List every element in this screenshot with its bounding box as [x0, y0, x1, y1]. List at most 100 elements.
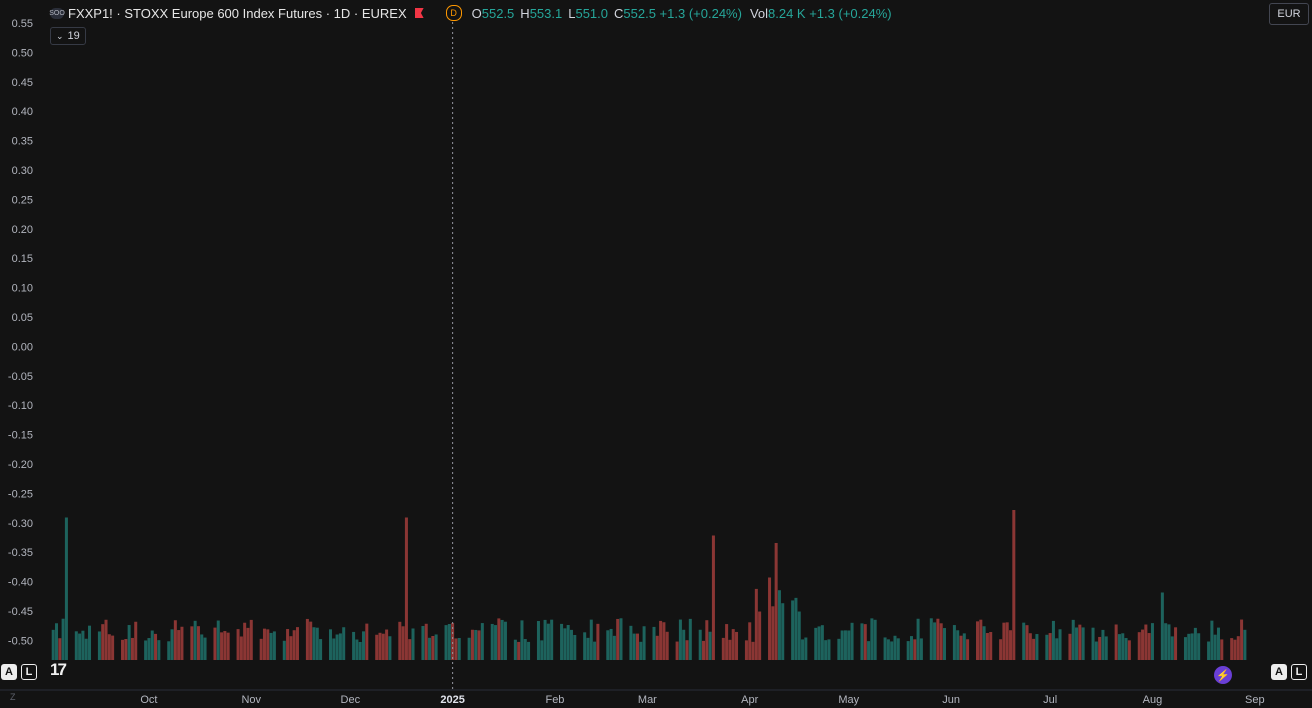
volume-bar: [259, 638, 263, 660]
volume-bar: [55, 623, 59, 660]
volume-bar: [1190, 633, 1194, 660]
time-tick-label: Dec: [341, 694, 361, 706]
volume-bar: [1002, 622, 1006, 660]
volume-bar: [97, 631, 101, 660]
volume-bar: [754, 588, 758, 660]
volume-bar: [1114, 624, 1118, 660]
volume-bar: [801, 639, 805, 660]
volume-bar: [1233, 639, 1237, 660]
time-axis[interactable]: Oct Nov Dec 2025 Feb Mar Apr May Jun Jul Aug Sep: [0, 689, 1312, 706]
volume-bar: [758, 611, 762, 660]
volume-bar: [328, 629, 332, 660]
volume-bar: [662, 622, 666, 660]
volume-bar: [731, 629, 735, 660]
volume-bar: [702, 640, 706, 660]
lightning-icon[interactable]: ⚡: [1214, 666, 1232, 684]
volume-bar: [774, 543, 778, 660]
volume-bar: [150, 630, 154, 660]
volume-bar: [890, 641, 894, 660]
volume-bar: [121, 639, 125, 660]
volume-bar: [111, 635, 115, 660]
volume-bar: [457, 637, 461, 660]
volume-bar: [467, 637, 471, 660]
volume-bar: [154, 633, 158, 660]
auto-scale-right-button[interactable]: A: [1271, 664, 1287, 680]
interval-badge[interactable]: D: [445, 5, 462, 21]
ohlc-close: C552.5 +1.3 (+0.24%): [614, 5, 742, 21]
volume-bar: [342, 627, 346, 660]
volume-bar: [536, 621, 540, 660]
volume-bar: [134, 621, 138, 660]
volume-bar: [913, 639, 917, 660]
volume-bar: [388, 636, 392, 660]
volume-bar: [494, 625, 498, 660]
volume-bar: [959, 635, 963, 660]
time-tick-label: Apr: [741, 694, 758, 706]
volume-bar: [751, 641, 755, 660]
volume-bar: [444, 625, 448, 660]
volume-bar: [480, 623, 484, 660]
volume-bar: [1071, 619, 1075, 660]
volume-bar: [352, 631, 356, 660]
currency-selector[interactable]: EUR: [1269, 3, 1309, 25]
volume-bar: [1164, 623, 1168, 660]
indicators-toggle[interactable]: ⌄ 19: [50, 27, 86, 45]
flag-icon[interactable]: [414, 8, 424, 18]
volume-bar: [850, 622, 854, 660]
timezone-label: Z: [10, 692, 16, 702]
percent-tick-label: -0.40: [8, 577, 33, 589]
volume-bar: [282, 640, 286, 660]
tradingview-logo[interactable]: 17: [50, 660, 67, 679]
volume-bar: [243, 622, 247, 660]
volume-bar: [104, 619, 108, 660]
volume-bar: [820, 625, 824, 660]
auto-scale-left-button[interactable]: A: [1, 664, 17, 680]
volume-bar: [523, 639, 527, 660]
chevron-down-icon: ⌄: [56, 30, 64, 41]
volume-bar: [292, 630, 296, 660]
volume-bar: [1055, 638, 1059, 660]
volume-bar: [735, 631, 739, 660]
volume-bar: [550, 619, 554, 660]
volume-bar: [513, 639, 517, 660]
volume-bar: [1058, 629, 1062, 660]
volume-bar: [817, 626, 821, 660]
volume-bar: [470, 629, 474, 660]
volume-bar: [1193, 627, 1197, 660]
volume-bar: [1147, 633, 1151, 660]
volume-bar: [332, 638, 336, 660]
time-tick-label: Jun: [942, 694, 960, 706]
percent-axis-left[interactable]: 0.55 0.50 0.45 0.40 0.35 0.30 0.25 0.20 0.15 0.10…: [8, 18, 33, 647]
volume-bar: [1236, 636, 1240, 660]
volume-bar: [1210, 620, 1214, 660]
volume-bar: [1137, 632, 1141, 660]
volume-bar: [573, 634, 577, 660]
percent-tick-label: 0.50: [12, 47, 33, 59]
symbol-header: SOO FXXP1! · STOXX Europe 600 Index Futu…: [49, 4, 892, 22]
volume-bar: [639, 641, 643, 660]
volume-bar: [725, 624, 729, 660]
log-scale-left-button[interactable]: L: [21, 664, 37, 680]
percent-tick-label: 0.15: [12, 253, 33, 265]
volume-bar: [682, 629, 686, 660]
percent-tick-label: 0.40: [12, 106, 33, 118]
volume-bar: [896, 638, 900, 660]
symbol-title[interactable]: FXXP1! · STOXX Europe 600 Index Futures …: [68, 5, 407, 21]
volume-bar: [213, 627, 217, 660]
volume-bar: [167, 641, 171, 660]
volume-bar: [61, 618, 65, 660]
time-tick-label: Mar: [638, 694, 657, 706]
volume-bar: [1045, 634, 1049, 660]
percent-tick-label: 0.10: [12, 283, 33, 295]
volume-bar: [190, 626, 194, 660]
volume-bar: [421, 626, 425, 660]
volume-bar: [771, 606, 775, 660]
log-scale-right-button[interactable]: L: [1291, 664, 1307, 680]
time-tick-label: Oct: [140, 694, 157, 706]
volume-bar: [569, 629, 573, 660]
volume-bar: [365, 623, 369, 660]
volume-bar: [781, 603, 785, 660]
volume-bar: [338, 633, 342, 660]
volume-bar: [404, 517, 408, 660]
